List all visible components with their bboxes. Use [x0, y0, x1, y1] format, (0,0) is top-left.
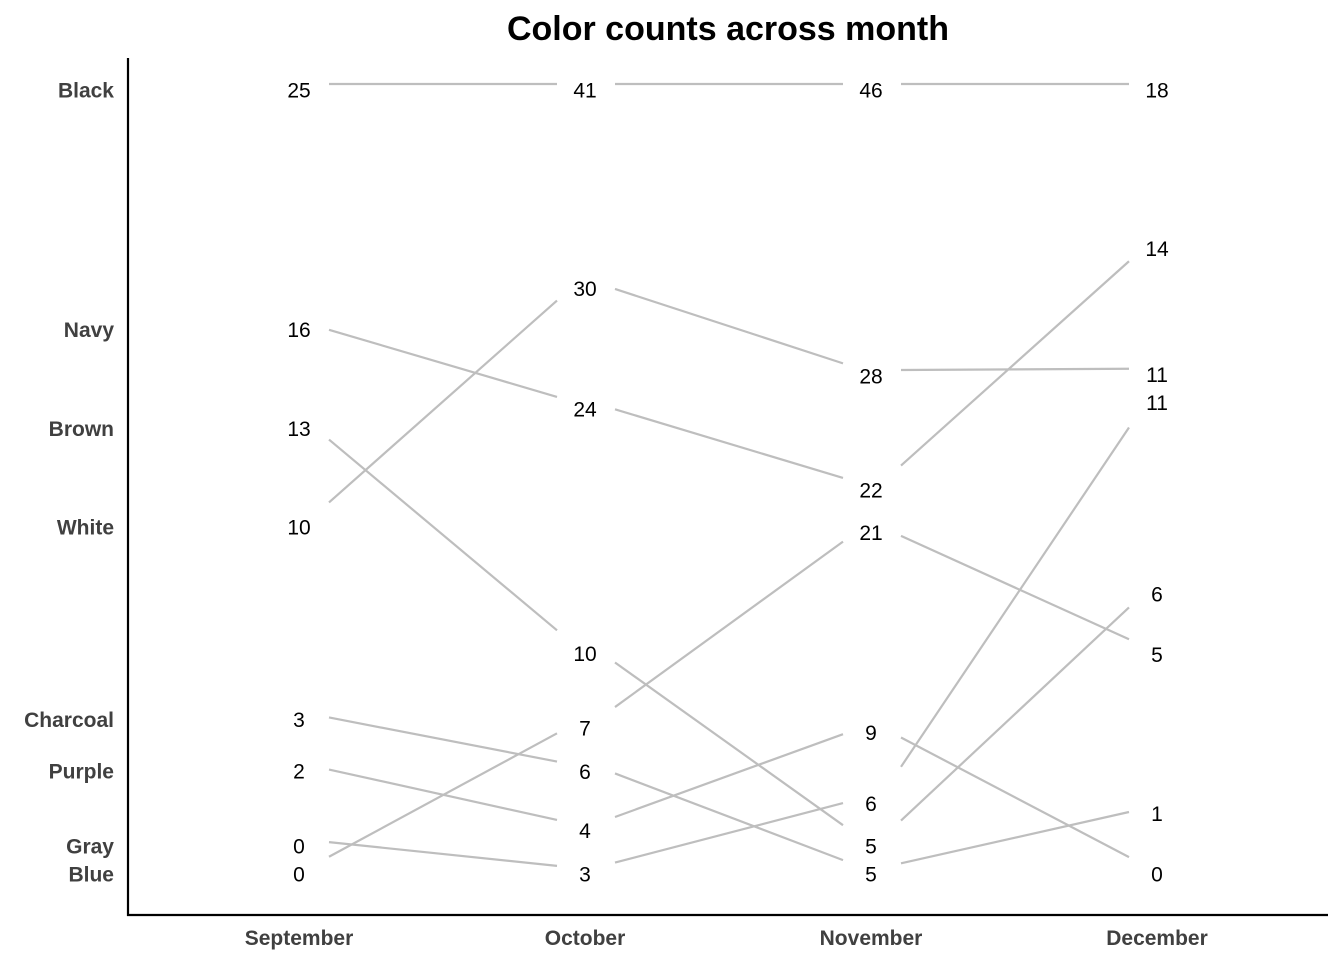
- x-tick-labels: September October November December: [245, 927, 1208, 950]
- series-label-white: White: [57, 516, 114, 539]
- data-label-purple-september: 2: [293, 761, 305, 784]
- slope-line-navy-november-to-december: [900, 260, 1130, 467]
- data-label-blue-september: 0: [293, 864, 305, 887]
- slope-line-white-october-to-november: [614, 287, 844, 365]
- data-label-navy-october: 24: [573, 399, 597, 422]
- data-label-blue-october: 7: [579, 718, 591, 741]
- data-label-brown-september: 13: [287, 418, 310, 441]
- slope-line-white-november-to-december: [900, 367, 1130, 372]
- data-label-gray-november: 6: [865, 793, 877, 816]
- slope-line-purple-october-to-november: [614, 733, 844, 819]
- slope-line-navy-september-to-october: [328, 328, 558, 399]
- slope-line-brown-october-to-november: [614, 661, 844, 827]
- data-label-charcoal-september: 3: [293, 709, 305, 732]
- chart-title: Color counts across month: [507, 10, 949, 48]
- data-label-gray-october: 3: [579, 864, 591, 887]
- slope-line-charcoal-november-to-december: [900, 810, 1130, 865]
- data-label-black-december: 18: [1145, 80, 1168, 103]
- data-label-white-september: 10: [287, 516, 310, 539]
- slope-line-charcoal-october-to-november: [614, 772, 844, 862]
- data-label-brown-december: 6: [1151, 584, 1163, 607]
- x-tick-label-november: November: [820, 927, 923, 950]
- slope-line-blue-october-to-november: [614, 540, 844, 708]
- data-label-gray-september: 0: [293, 836, 305, 859]
- slope-line-gray-october-to-november: [614, 802, 844, 864]
- x-tick-label-december: December: [1106, 927, 1208, 950]
- slope-line-blue-september-to-october: [328, 732, 558, 858]
- slope-line-brown-november-to-december: [900, 606, 1130, 822]
- data-label-navy-december: 14: [1145, 238, 1169, 261]
- data-label-white-october: 30: [573, 278, 596, 301]
- slope-line-gray-november-to-december: [900, 426, 1130, 768]
- series-label-gray: Gray: [66, 836, 114, 859]
- slope-lines: [328, 82, 1130, 867]
- data-label-white-december: 11: [1146, 364, 1168, 387]
- data-label-black-november: 46: [859, 80, 882, 103]
- data-label-blue-november: 21: [859, 522, 882, 545]
- data-label-purple-november: 9: [865, 722, 877, 745]
- slope-line-gray-september-to-october: [328, 841, 558, 867]
- slope-line-brown-september-to-october: [328, 438, 558, 632]
- series-label-blue: Blue: [68, 864, 114, 887]
- data-label-brown-october: 10: [573, 643, 596, 666]
- data-label-navy-september: 16: [287, 319, 310, 342]
- x-tick-label-october: October: [545, 927, 626, 950]
- slope-line-navy-october-to-november: [614, 408, 844, 480]
- data-label-charcoal-december: 1: [1151, 803, 1163, 826]
- data-label-black-october: 41: [573, 80, 596, 103]
- slope-line-white-september-to-october: [328, 299, 558, 504]
- slope-line-charcoal-september-to-october: [328, 716, 558, 763]
- data-label-black-september: 25: [287, 80, 310, 103]
- x-tick-label-september: September: [245, 927, 354, 950]
- series-labels: Black Navy Brown White Charcoal Purple Gray Blu…: [24, 80, 114, 887]
- slope-line-purple-november-to-december: [900, 736, 1130, 859]
- series-label-brown: Brown: [49, 418, 114, 441]
- slope-line-blue-november-to-december: [900, 534, 1130, 641]
- data-label-charcoal-october: 6: [579, 761, 591, 784]
- series-label-black: Black: [58, 80, 114, 103]
- data-label-brown-november: 5: [865, 836, 877, 859]
- data-label-purple-december: 0: [1151, 864, 1163, 887]
- data-label-charcoal-november: 5: [865, 864, 877, 887]
- series-label-charcoal: Charcoal: [24, 709, 114, 732]
- series-label-purple: Purple: [49, 761, 114, 784]
- data-label-navy-november: 22: [859, 480, 882, 503]
- data-label-white-november: 28: [859, 366, 882, 389]
- data-label-purple-october: 4: [579, 820, 591, 843]
- data-label-gray-december: 11: [1146, 392, 1168, 415]
- data-label-blue-december: 5: [1151, 644, 1163, 667]
- series-label-navy: Navy: [64, 319, 115, 342]
